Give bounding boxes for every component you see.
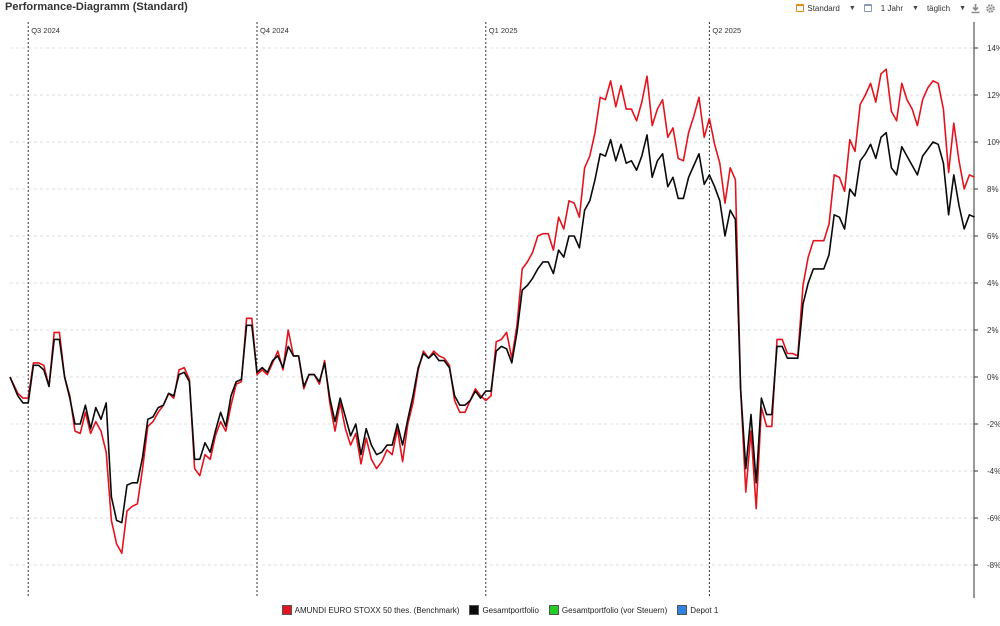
y-tick-label: -6% — [987, 514, 1000, 523]
legend-item[interactable]: Depot 1 — [677, 605, 718, 615]
quarter-label: Q2 2025 — [712, 26, 741, 35]
legend-item[interactable]: AMUNDI EURO STOXX 50 thes. (Benchmark) — [281, 605, 460, 615]
view-select[interactable]: Standard ▼ — [796, 3, 856, 13]
series-line — [9, 131, 975, 524]
y-tick-label: 14% — [987, 44, 1000, 53]
period-select-label: 1 Jahr — [880, 3, 903, 13]
calendar-icon — [863, 4, 872, 12]
chevron-down-icon: ▼ — [959, 4, 966, 12]
interval-select[interactable]: täglich ▼ — [927, 4, 966, 13]
y-tick-label: 12% — [987, 91, 1000, 100]
chevron-down-icon: ▼ — [848, 4, 856, 12]
quarter-label: Q4 2024 — [260, 26, 289, 35]
gear-icon[interactable] — [985, 3, 996, 14]
legend-label: Gesamtportfolio (vor Steuern) — [561, 605, 668, 615]
y-tick-label: 0% — [987, 373, 999, 382]
view-select-label: Standard — [807, 3, 840, 13]
legend-swatch — [281, 605, 292, 615]
legend-item[interactable]: Gesamtportfolio — [469, 605, 539, 615]
legend-swatch — [677, 605, 688, 615]
legend-label: AMUNDI EURO STOXX 50 thes. (Benchmark) — [294, 605, 460, 615]
y-tick-label: 8% — [987, 185, 999, 194]
calendar-icon — [796, 4, 805, 12]
period-select[interactable]: 1 Jahr ▼ — [863, 3, 919, 13]
legend-label: Depot 1 — [690, 605, 719, 615]
y-tick-label: 10% — [987, 138, 1000, 147]
quarter-label: Q1 2025 — [489, 26, 518, 35]
y-tick-label: -4% — [987, 467, 1000, 476]
chart-title: Performance-Diagramm (Standard) — [5, 1, 188, 13]
legend-label: Gesamtportfolio — [482, 605, 539, 615]
download-icon[interactable] — [970, 3, 981, 14]
y-tick-label: 4% — [987, 279, 999, 288]
legend-swatch — [548, 605, 559, 615]
chart-legend: AMUNDI EURO STOXX 50 thes. (Benchmark) Ge… — [0, 605, 1000, 615]
y-tick-label: -2% — [987, 420, 1000, 429]
legend-item[interactable]: Gesamtportfolio (vor Steuern) — [548, 605, 668, 615]
y-tick-label: 2% — [987, 326, 999, 335]
performance-chart: -8% -6% -4% -2% 0% 2% 4% 6% 8% 10% 12% 14% Q3 2024 Q4… — [9, 22, 1000, 598]
quarter-label: Q3 2024 — [31, 26, 60, 35]
y-tick-label: 6% — [987, 232, 999, 241]
chart-toolbar: Standard ▼ 1 Jahr ▼ täglich ▼ — [796, 1, 996, 15]
legend-swatch — [469, 605, 480, 615]
interval-select-label: täglich — [926, 3, 951, 13]
y-tick-label: -8% — [987, 561, 1000, 570]
chevron-down-icon: ▼ — [912, 4, 919, 12]
